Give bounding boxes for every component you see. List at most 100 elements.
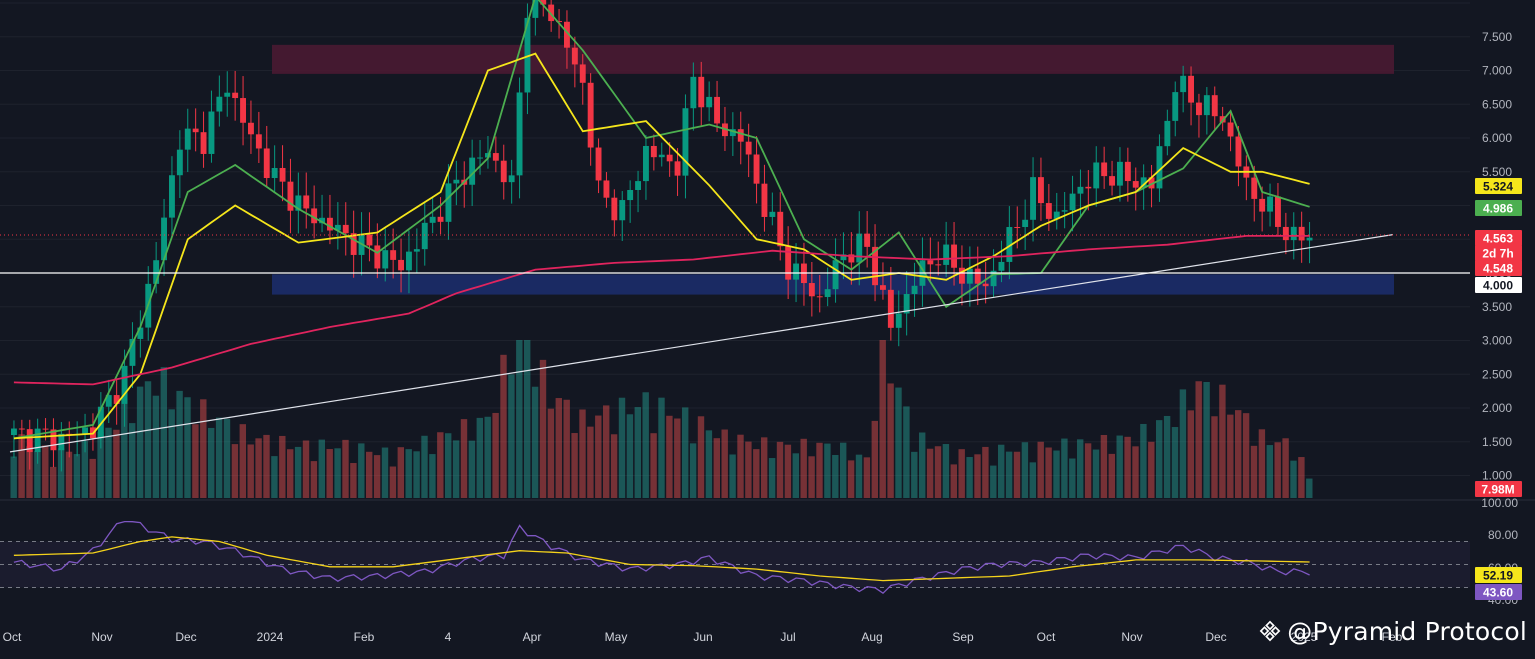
volume-bar-69 <box>555 398 562 498</box>
candle-53 <box>429 216 436 223</box>
candle-14 <box>121 365 128 404</box>
candle-50 <box>406 251 412 271</box>
volume-bar-63 <box>508 374 515 498</box>
price-tick-label-11: 6.500 <box>1482 97 1512 111</box>
volume-bar-99 <box>792 453 799 498</box>
time-label-4: Feb <box>354 630 375 644</box>
volume-bar-104 <box>832 454 839 498</box>
time-label-9: Jul <box>780 630 795 644</box>
volume-bar-12 <box>105 427 112 498</box>
candle-125 <box>998 261 1005 271</box>
volume-bar-29 <box>239 424 246 498</box>
candle-77 <box>619 200 626 221</box>
volume-bar-74 <box>595 415 602 498</box>
volume-bar-144 <box>1148 441 1155 498</box>
rsi-badge-0: 52.19 <box>1483 569 1513 583</box>
volume-bar-157 <box>1250 445 1258 498</box>
candle-131 <box>1045 203 1052 219</box>
volume-bar-143 <box>1140 423 1147 498</box>
volume-bar-126 <box>1005 451 1013 498</box>
volume-bar-105 <box>840 442 847 498</box>
candle-127 <box>1014 227 1021 229</box>
candle-85 <box>682 108 689 176</box>
candle-161 <box>1282 226 1289 241</box>
volume-bar-82 <box>658 397 665 498</box>
candle-87 <box>698 76 705 108</box>
candle-43 <box>350 233 357 255</box>
volume-bar-162 <box>1290 460 1297 498</box>
volume-bar-119 <box>950 464 957 498</box>
candle-78 <box>627 189 634 201</box>
volume-bar-77 <box>618 397 626 498</box>
rsi-badge-1: 43.60 <box>1483 586 1513 600</box>
candle-46 <box>374 245 381 269</box>
volume-bar-132 <box>1053 450 1060 498</box>
candle-52 <box>421 222 428 250</box>
volume-bar-153 <box>1219 384 1226 498</box>
candle-112 <box>895 313 902 328</box>
volume-bar-32 <box>263 434 270 498</box>
candle-24 <box>200 132 207 154</box>
volume-bar-30 <box>247 444 254 498</box>
time-label-0: Oct <box>3 630 22 644</box>
volume-bar-46 <box>373 455 381 498</box>
candle-34 <box>279 167 286 182</box>
candle-93 <box>745 141 752 155</box>
candle-12 <box>105 395 112 407</box>
candle-55 <box>445 183 452 222</box>
volume-bar-39 <box>318 439 325 498</box>
candle-154 <box>1227 122 1234 137</box>
volume-bar-4 <box>42 445 49 498</box>
rsi-tick-label-0: 100.00 <box>1481 496 1518 510</box>
candle-3 <box>34 428 41 453</box>
candle-30 <box>248 122 254 135</box>
candle-152 <box>1211 95 1218 117</box>
candle-76 <box>611 197 618 221</box>
candle-28 <box>232 92 239 99</box>
price-tick-label-9: 5.500 <box>1482 165 1512 179</box>
candle-101 <box>808 283 815 297</box>
volume-bar-85 <box>682 407 689 498</box>
candle-136 <box>1085 186 1092 189</box>
volume-bar-0 <box>10 456 17 498</box>
candle-146 <box>1164 120 1171 147</box>
candle-147 <box>1172 92 1179 121</box>
candle-23 <box>192 128 199 133</box>
price-tick-label-3: 2.500 <box>1482 367 1512 381</box>
time-label-8: Jun <box>693 630 712 644</box>
volume-bar-155 <box>1235 410 1242 498</box>
volume-bar-123 <box>982 446 989 498</box>
candle-83 <box>666 154 673 162</box>
candle-56 <box>453 179 460 184</box>
candle-86 <box>690 76 697 109</box>
volume-bar-76 <box>610 434 618 498</box>
candle-130 <box>1038 177 1044 204</box>
candle-98 <box>785 246 792 280</box>
volume-bar-154 <box>1227 414 1234 498</box>
volume-bar-129 <box>1029 462 1036 498</box>
volume-bar-3 <box>34 451 41 498</box>
volume-bar-57 <box>460 419 468 498</box>
price-tick-label-5: 3.500 <box>1482 300 1512 314</box>
time-label-12: Oct <box>1037 630 1056 644</box>
volume-bar-19 <box>160 367 167 498</box>
candle-145 <box>1156 146 1163 189</box>
volume-bar-10 <box>89 458 96 498</box>
volume-bar-136 <box>1084 443 1092 498</box>
candle-97 <box>777 211 784 247</box>
candle-72 <box>579 64 586 83</box>
candle-104 <box>832 260 839 290</box>
price-badge-bg-2 <box>1475 230 1522 246</box>
volume-bar-41 <box>334 448 341 498</box>
time-label-11: Sep <box>952 630 974 644</box>
volume-bar-140 <box>1116 435 1123 498</box>
candle-39 <box>319 217 325 224</box>
volume-bar-161 <box>1282 438 1289 498</box>
candle-103 <box>824 289 831 298</box>
moving-average-2 <box>13 235 1310 386</box>
volume-bar-36 <box>294 446 302 498</box>
candle-163 <box>1298 226 1305 241</box>
candle-135 <box>1077 186 1084 194</box>
volume-bar-149 <box>1187 410 1194 498</box>
volume-bar-54 <box>437 432 444 498</box>
